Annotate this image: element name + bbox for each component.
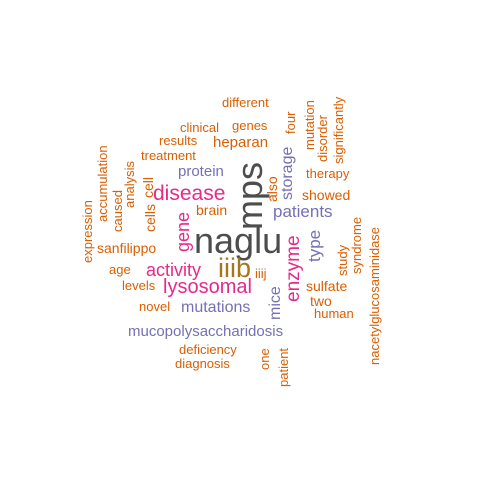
word-storage: storage	[279, 146, 296, 200]
word-study: study	[335, 244, 350, 276]
word-cell: cell	[140, 176, 156, 198]
word-significantly: significantly	[331, 96, 346, 164]
word-disease: disease	[153, 182, 226, 205]
word-heparan: heparan	[213, 134, 269, 151]
word-sanfilippo: sanfilippo	[97, 240, 157, 256]
word-patient: patient	[276, 347, 291, 387]
word-nacetylglucosaminidase: nacetylglucosaminidase	[367, 226, 382, 365]
word-mucopolysaccharidosis: mucopolysaccharidosis	[128, 323, 284, 340]
word-protein: protein	[178, 163, 224, 180]
word-expression: expression	[80, 200, 95, 263]
word-mutations: mutations	[181, 299, 251, 316]
word-mps: mps	[229, 161, 270, 230]
word-age: age	[109, 262, 131, 277]
word-accumulation: accumulation	[95, 145, 110, 222]
word-type: type	[305, 229, 324, 262]
word-two: two	[310, 293, 332, 309]
word-treatment: treatment	[141, 148, 196, 163]
word-genes: genes	[232, 118, 268, 133]
word-brain: brain	[196, 202, 228, 218]
word-patients: patients	[273, 202, 333, 221]
word-levels: levels	[122, 278, 156, 293]
word-enzyme: enzyme	[283, 235, 304, 302]
word-analysis: analysis	[122, 161, 137, 208]
word-mice: mice	[267, 286, 284, 320]
word-different: different	[222, 95, 269, 110]
word-therapy: therapy	[306, 166, 350, 181]
word-iiib: iiib	[218, 253, 252, 283]
word-results: results	[159, 133, 198, 148]
word-one: one	[257, 348, 272, 370]
word-sulfate: sulfate	[306, 278, 348, 294]
word-showed: showed	[302, 187, 351, 203]
word-human: human	[314, 306, 354, 321]
word-also: also	[264, 176, 280, 202]
word-disorder: disorder	[315, 115, 330, 162]
word-gene: gene	[173, 211, 193, 252]
word-novel: novel	[139, 299, 171, 314]
word-naglu: naglu	[194, 220, 283, 261]
word-deficiency: deficiency	[179, 342, 237, 357]
word-lysosomal: lysosomal	[163, 276, 252, 298]
word-four: four	[283, 111, 298, 134]
word-cells: cells	[142, 203, 158, 232]
word-activity: activity	[146, 260, 202, 280]
word-syndrome: syndrome	[349, 216, 364, 274]
word-iiij: iiij	[255, 266, 267, 281]
word-clinical: clinical	[180, 120, 220, 135]
word-diagnosis: diagnosis	[175, 356, 230, 371]
